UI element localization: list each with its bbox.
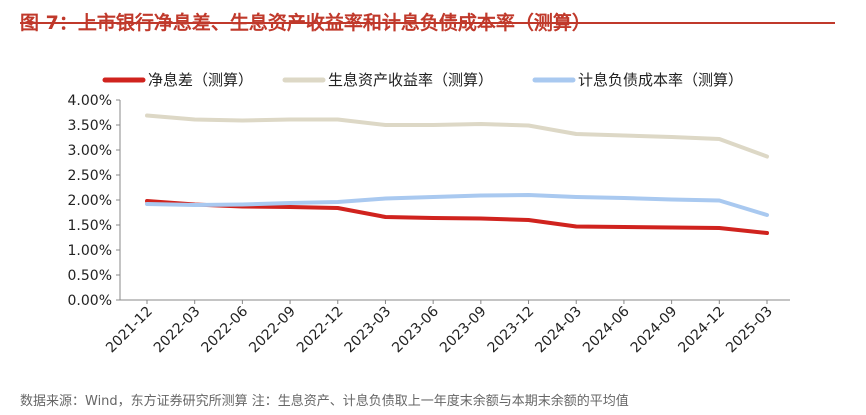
y-tick-label: 2.00% bbox=[68, 193, 112, 209]
x-tick-label: 2023-06 bbox=[389, 303, 442, 356]
y-tick-label: 3.50% bbox=[68, 118, 112, 134]
x-tick-label: 2024-09 bbox=[628, 304, 681, 357]
x-tick-label: 2024-12 bbox=[675, 304, 728, 357]
x-tick-label: 2022-03 bbox=[151, 304, 204, 357]
x-tick-label: 2025-03 bbox=[723, 304, 776, 357]
x-tick-label: 2023-03 bbox=[342, 304, 395, 357]
series-line-0 bbox=[145, 199, 769, 235]
x-tick-label: 2022-06 bbox=[199, 303, 252, 356]
x-tick-label: 2022-12 bbox=[294, 304, 347, 357]
x-tick-label: 2024-03 bbox=[532, 304, 585, 357]
y-tick-label: 1.50% bbox=[68, 218, 112, 234]
x-tick-label: 2023-12 bbox=[485, 304, 538, 357]
series-line-1 bbox=[145, 113, 769, 159]
y-tick-label: 0.50% bbox=[68, 268, 112, 284]
legend-label-0: 净息差（测算） bbox=[148, 71, 253, 89]
legend-label-2: 计息负债成本率（测算） bbox=[578, 71, 743, 89]
series-line-2 bbox=[145, 193, 769, 217]
legend-label-1: 生息资产收益率（测算） bbox=[328, 71, 493, 89]
x-tick-label: 2022-09 bbox=[246, 304, 299, 357]
y-tick-label: 2.50% bbox=[68, 168, 112, 184]
y-tick-label: 0.00% bbox=[68, 293, 112, 309]
x-tick-label: 2023-09 bbox=[437, 304, 490, 357]
y-tick-label: 3.00% bbox=[68, 143, 112, 159]
x-tick-label: 2021-12 bbox=[103, 304, 156, 357]
y-tick-label: 4.00% bbox=[68, 93, 112, 109]
x-tick-label: 2024-06 bbox=[580, 303, 633, 356]
source-note: 数据来源：Wind，东方证券研究所测算 注：生息资产、计息负债取上一年度末余额与… bbox=[20, 394, 629, 409]
y-tick-label: 1.00% bbox=[68, 243, 112, 259]
